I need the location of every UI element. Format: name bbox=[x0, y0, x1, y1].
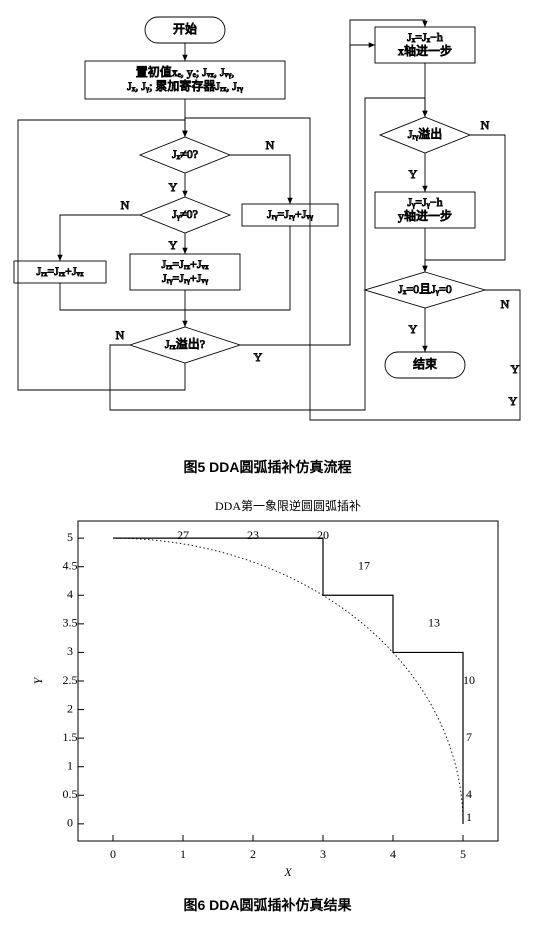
lbl-jx-n: N bbox=[266, 138, 275, 152]
node-ystep-text: y轴进一步 bbox=[398, 208, 452, 223]
lbl-bottom-y: Y bbox=[509, 394, 518, 408]
flowchart-caption: 图5 DDA圆弧插补仿真流程 bbox=[10, 457, 525, 477]
node-endcond-label: Jₓ=0且Jᵧ=0 bbox=[398, 282, 452, 296]
lbl-jrxovf-n: N bbox=[116, 328, 125, 342]
ytick-label: 0.5 bbox=[62, 787, 77, 801]
lbl-ovf-y: Y bbox=[511, 362, 520, 376]
xtick-label: 3 bbox=[320, 847, 326, 861]
e-jy-n bbox=[60, 215, 140, 261]
step-label: 23 bbox=[247, 528, 259, 542]
step-label: 10 bbox=[463, 673, 475, 687]
node-both-text: Jᵣᵧ=Jᵣᵧ+Jᵥᵧ bbox=[162, 271, 209, 285]
ytick-label: 5 bbox=[67, 530, 73, 544]
node-jry-ovf-label: Jᵣᵧ溢出 bbox=[408, 127, 443, 141]
node-jy-nz-label: Jᵧ≠0? bbox=[172, 207, 198, 221]
lbl-jryovf-y: Y bbox=[409, 167, 418, 181]
step-label: 20 bbox=[317, 528, 329, 542]
flowchart: 开始置初值xₑ, yₑ; Jᵥₓ, Jᵥᵧ,Jₓ, Jᵧ; 累加寄存器Jᵣₓ, … bbox=[10, 10, 525, 440]
lbl-end-n: N bbox=[501, 297, 510, 311]
node-init-text: 置初值xₑ, yₑ; Jᵥₓ, Jᵥᵧ, bbox=[136, 64, 235, 79]
ytick-label: 2.5 bbox=[62, 673, 77, 687]
lbl-jy-n: N bbox=[121, 198, 130, 212]
node-end-label: 结束 bbox=[413, 357, 437, 371]
lbl-jx-y: Y bbox=[169, 180, 178, 194]
lbl-end-y: Y bbox=[409, 322, 418, 336]
node-jrx-ovf-label: Jᵣₓ溢出? bbox=[165, 337, 205, 351]
plot-frame bbox=[78, 521, 498, 841]
xtick-label: 4 bbox=[390, 847, 396, 861]
chart-caption: 图6 DDA圆弧插补仿真结果 bbox=[10, 895, 525, 915]
xtick-label: 5 bbox=[460, 847, 466, 861]
node-init-text: Jₓ, Jᵧ; 累加寄存器Jᵣₓ, Jᵣᵧ bbox=[127, 78, 244, 93]
lbl-jryovf-n: N bbox=[481, 118, 490, 132]
ylabel: Y bbox=[30, 676, 44, 684]
node-jx-nz-label: Jₓ≠0? bbox=[172, 147, 198, 161]
chart-title: DDA第一象限逆圆圆弧插补 bbox=[215, 498, 361, 513]
ytick-label: 0 bbox=[67, 816, 73, 830]
ytick-label: 1 bbox=[67, 758, 73, 772]
e-jx-n bbox=[230, 155, 290, 204]
xtick-label: 1 bbox=[180, 847, 186, 861]
node-ystep-text: Jᵧ=Jᵧ−h bbox=[407, 195, 442, 209]
xtick-label: 2 bbox=[250, 847, 256, 861]
node-start-label: 开始 bbox=[173, 22, 197, 36]
step-label: 7 bbox=[466, 730, 472, 744]
node-xstep-text: x轴进一步 bbox=[398, 43, 452, 58]
lbl-jy-y: Y bbox=[169, 238, 178, 252]
ytick-label: 2 bbox=[67, 701, 73, 715]
ytick-label: 4 bbox=[67, 587, 73, 601]
ytick-label: 4.5 bbox=[62, 558, 77, 572]
lbl-jrxovf-y: Y bbox=[254, 350, 263, 364]
xlabel: X bbox=[283, 865, 292, 879]
step-label: 17 bbox=[358, 558, 370, 572]
ytick-label: 1.5 bbox=[62, 730, 77, 744]
xtick-label: 0 bbox=[110, 847, 116, 861]
node-xstep-text: Jₓ=Jₓ−h bbox=[407, 30, 443, 44]
node-both-text: Jᵣₓ=Jᵣₓ+Jᵥₓ bbox=[161, 257, 209, 271]
step-label: 13 bbox=[428, 616, 440, 630]
step-label: 27 bbox=[177, 528, 189, 542]
node-jrx-only-text: Jᵣₓ=Jᵣₓ+Jᵥₓ bbox=[36, 264, 84, 278]
step-label: 1 bbox=[466, 810, 472, 824]
chart: 01234500.511.522.533.544.55DDA第一象限逆圆圆弧插补… bbox=[23, 493, 513, 883]
ytick-label: 3.5 bbox=[62, 616, 77, 630]
node-jry-only-text: Jᵣᵧ=Jᵣᵧ+Jᵥᵧ bbox=[267, 207, 314, 221]
step-label: 4 bbox=[466, 787, 472, 801]
ytick-label: 3 bbox=[67, 644, 73, 658]
